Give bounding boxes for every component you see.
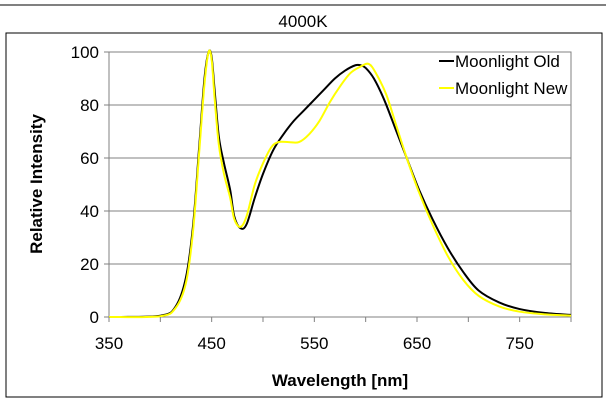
series-layer: [108, 49, 572, 319]
x-tick-label: 750: [505, 334, 533, 353]
legend: Moonlight Old Moonlight New: [439, 52, 568, 98]
y-tick-label: 40: [80, 202, 99, 221]
x-tick-label: 350: [95, 334, 123, 353]
x-tick-label: 650: [403, 334, 431, 353]
gridlines: [109, 104, 571, 265]
series-line-moonlight-new: [108, 49, 572, 319]
legend-label: Moonlight Old: [455, 52, 560, 71]
chart-title: 4000K: [278, 12, 328, 31]
y-tick-label: 0: [90, 308, 99, 327]
y-tick-label: 100: [71, 43, 99, 62]
plot-area: [108, 49, 572, 319]
y-axis-title: Relative Intensity: [27, 114, 46, 254]
y-tick-label: 60: [80, 149, 99, 168]
x-tick-label: 550: [300, 334, 328, 353]
x-axis-title: Wavelength [nm]: [272, 371, 408, 390]
y-tick-label: 80: [80, 96, 99, 115]
y-tick-label: 20: [80, 255, 99, 274]
x-tick-label: 450: [197, 334, 225, 353]
legend-label: Moonlight New: [455, 79, 568, 98]
y-axis-ticks: 0 20 40 60 80 100: [71, 43, 109, 327]
x-axis-ticks: 350 450 550 650 750: [95, 317, 572, 353]
